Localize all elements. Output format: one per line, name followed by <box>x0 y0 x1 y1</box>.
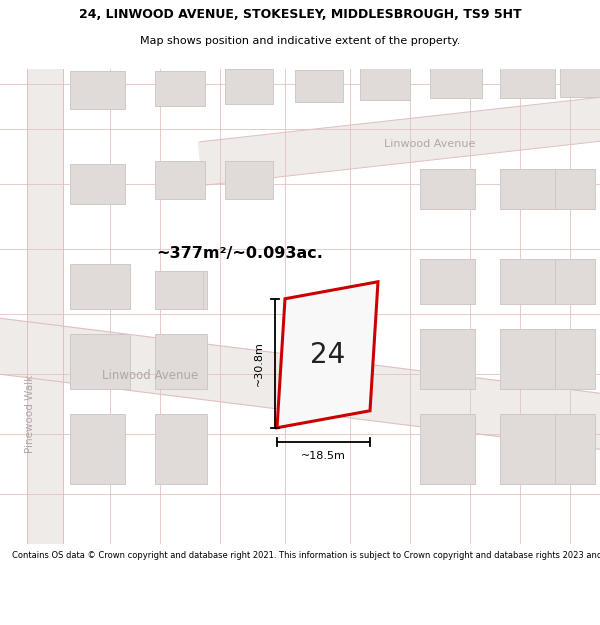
Bar <box>500 65 555 98</box>
Bar <box>225 69 273 104</box>
Bar <box>500 329 555 389</box>
Text: Linwood Avenue: Linwood Avenue <box>102 369 198 382</box>
Bar <box>555 329 595 389</box>
Text: Contains OS data © Crown copyright and database right 2021. This information is : Contains OS data © Crown copyright and d… <box>12 551 600 561</box>
Bar <box>155 271 203 309</box>
Polygon shape <box>277 282 378 428</box>
Text: ~18.5m: ~18.5m <box>301 451 346 461</box>
Bar <box>295 70 343 102</box>
Bar <box>420 414 475 484</box>
Bar <box>155 334 207 389</box>
Text: Pinewood Walk: Pinewood Walk <box>25 374 35 453</box>
Bar <box>560 65 600 97</box>
Text: Map shows position and indicative extent of the property.: Map shows position and indicative extent… <box>140 36 460 46</box>
Text: Linwood Avenue: Linwood Avenue <box>385 139 476 149</box>
Bar <box>70 334 130 389</box>
Bar <box>500 169 555 209</box>
Text: ~30.8m: ~30.8m <box>254 341 264 386</box>
Bar <box>500 414 555 484</box>
Bar <box>70 164 125 204</box>
Text: ~377m²/~0.093ac.: ~377m²/~0.093ac. <box>157 246 323 261</box>
Bar <box>500 259 555 304</box>
Bar <box>555 259 595 304</box>
Text: 24, LINWOOD AVENUE, STOKESLEY, MIDDLESBROUGH, TS9 5HT: 24, LINWOOD AVENUE, STOKESLEY, MIDDLESBR… <box>79 8 521 21</box>
Bar <box>155 271 207 309</box>
Bar <box>420 169 475 209</box>
Bar <box>155 414 207 484</box>
Bar <box>360 68 410 100</box>
Polygon shape <box>0 316 600 451</box>
Bar <box>420 259 475 304</box>
Bar <box>555 169 595 209</box>
Bar <box>225 161 273 199</box>
Text: 24: 24 <box>310 341 345 369</box>
Bar <box>430 66 482 98</box>
Bar <box>70 414 125 484</box>
Bar <box>70 264 130 309</box>
Bar <box>420 329 475 389</box>
Polygon shape <box>27 54 63 554</box>
Bar <box>155 161 205 199</box>
Polygon shape <box>197 92 600 186</box>
Bar <box>70 71 125 109</box>
Bar <box>155 71 205 106</box>
Bar <box>555 414 595 484</box>
